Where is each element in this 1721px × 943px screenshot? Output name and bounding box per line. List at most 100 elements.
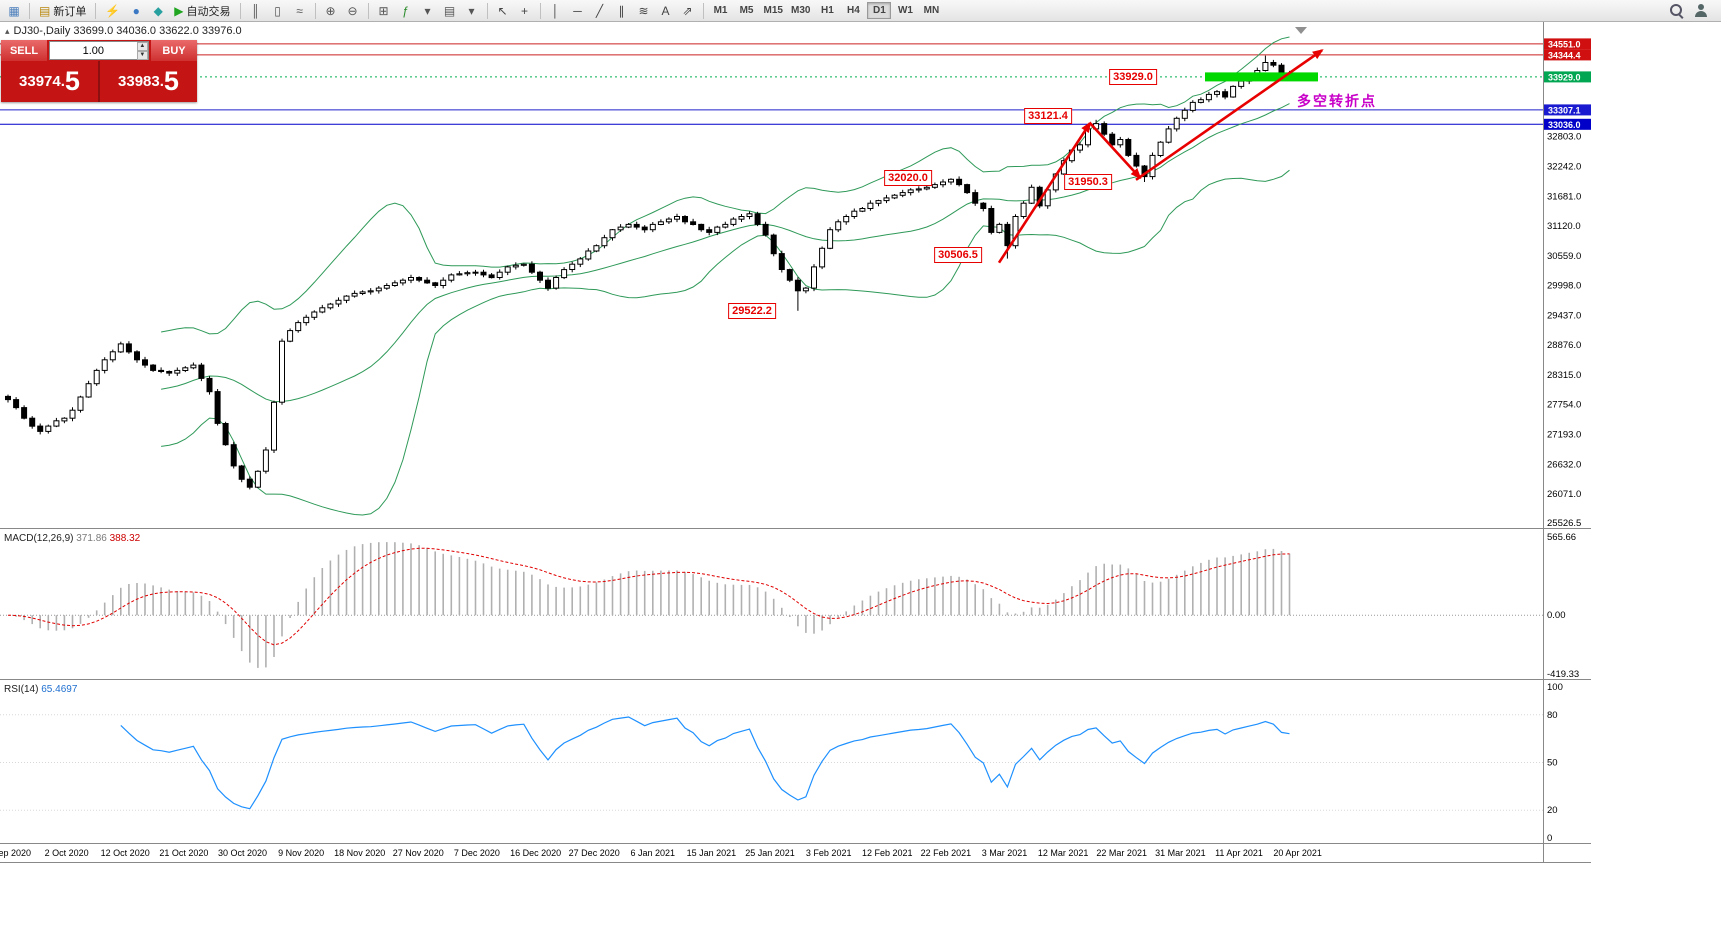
market-watch-icon-glyph: ● bbox=[132, 3, 140, 18]
svg-text:27193.0: 27193.0 bbox=[1547, 430, 1581, 441]
toolbar-separator bbox=[702, 2, 704, 19]
sell-price-panel[interactable]: 33974. 5 bbox=[1, 61, 100, 102]
volume-stepper: ▲ ▼ bbox=[136, 42, 148, 60]
svg-text:27 Dec 2020: 27 Dec 2020 bbox=[569, 848, 620, 858]
line-chart-type-icon[interactable]: ≈ bbox=[290, 2, 310, 20]
zoom-out-icon[interactable]: ⊖ bbox=[343, 2, 363, 20]
svg-text:3 Sep 2020: 3 Sep 2020 bbox=[0, 848, 31, 858]
macd-signal-value: 388.32 bbox=[109, 533, 141, 544]
trendline-icon-glyph: ╱ bbox=[595, 3, 604, 18]
timeframe-d1[interactable]: D1 bbox=[867, 2, 892, 19]
indicators-icon[interactable]: ƒ bbox=[396, 2, 416, 20]
toolbar-separator bbox=[367, 2, 369, 19]
svg-text:0.00: 0.00 bbox=[1547, 610, 1566, 621]
tile-windows-icon[interactable]: ⊞ bbox=[374, 2, 394, 20]
svg-text:15 Jan 2021: 15 Jan 2021 bbox=[687, 848, 737, 858]
toolbar-separator bbox=[239, 2, 241, 19]
svg-text:16 Dec 2020: 16 Dec 2020 bbox=[510, 848, 561, 858]
timeframe-m5[interactable]: M5 bbox=[739, 5, 754, 16]
indicators-dropdown-icon[interactable]: ▾ bbox=[418, 2, 438, 20]
candle-chart-type-icon[interactable]: ▯ bbox=[268, 2, 288, 20]
drawn-objects[interactable] bbox=[997, 49, 1324, 264]
svg-text:26632.0: 26632.0 bbox=[1547, 459, 1581, 470]
one-click-collapse-icon[interactable]: ▴ bbox=[5, 25, 10, 36]
indicators-dropdown-icon-glyph: ▾ bbox=[424, 3, 431, 18]
buy-button[interactable]: BUY bbox=[151, 40, 197, 61]
svg-text:32803.0: 32803.0 bbox=[1547, 132, 1581, 143]
cursor-icon[interactable]: ↖ bbox=[493, 2, 513, 20]
bar-chart-type-icon[interactable]: ║ bbox=[246, 2, 266, 20]
timeframe-m15[interactable]: M15 bbox=[763, 5, 783, 16]
bollinger-bands bbox=[161, 36, 1290, 516]
time-axis[interactable]: 3 Sep 2020 2 Oct 2020 12 Oct 2020 21 Oct 20… bbox=[0, 848, 1322, 858]
horizontal-level-lines[interactable] bbox=[0, 43, 1543, 125]
channel-icon[interactable]: ∥ bbox=[612, 2, 632, 20]
crosshair-icon-glyph: + bbox=[521, 3, 529, 18]
favorites-icon[interactable]: ⚡ bbox=[101, 2, 124, 20]
svg-text:34344.4: 34344.4 bbox=[1548, 50, 1581, 60]
svg-text:28876.0: 28876.0 bbox=[1547, 340, 1581, 351]
timeframe-mn[interactable]: MN bbox=[923, 5, 940, 16]
autotrade-button[interactable]: ▶ 自动交易 bbox=[170, 2, 234, 20]
volume-input[interactable] bbox=[50, 43, 137, 58]
volume-box: ▲ ▼ bbox=[49, 41, 149, 60]
templates-dropdown-icon[interactable]: ▾ bbox=[462, 2, 482, 20]
toolbar-separator bbox=[539, 2, 541, 19]
rsi-value: 65.4697 bbox=[41, 684, 78, 695]
svg-text:21 Oct 2020: 21 Oct 2020 bbox=[159, 848, 208, 858]
sell-button[interactable]: SELL bbox=[1, 40, 47, 61]
svg-text:29998.0: 29998.0 bbox=[1547, 281, 1581, 292]
rsi-panel: 100 80 50 20 0 bbox=[0, 682, 1563, 844]
macd-main-value: 371.86 bbox=[76, 533, 107, 544]
search-icon[interactable] bbox=[1670, 3, 1684, 18]
market-watch-icon[interactable]: ● bbox=[126, 2, 146, 20]
timeframe-m30[interactable]: M30 bbox=[790, 5, 811, 16]
timeframe-h4[interactable]: H4 bbox=[847, 5, 860, 16]
svg-text:3 Mar 2021: 3 Mar 2021 bbox=[982, 848, 1028, 858]
timeframe-h1[interactable]: H1 bbox=[821, 5, 834, 16]
crosshair-icon[interactable]: + bbox=[515, 2, 535, 20]
svg-text:2 Oct 2020: 2 Oct 2020 bbox=[45, 848, 89, 858]
arrows-tool-icon[interactable]: ⇗ bbox=[678, 2, 698, 20]
svg-text:18 Nov 2020: 18 Nov 2020 bbox=[334, 848, 385, 858]
timeframe-w1[interactable]: W1 bbox=[897, 5, 913, 16]
rsi-name: RSI(14) bbox=[4, 684, 39, 695]
templates-icon[interactable]: ▤ bbox=[440, 2, 460, 20]
rsi-indicator-label: RSI(14) 65.4697 bbox=[4, 684, 77, 695]
buy-price-text: 33983. bbox=[118, 73, 164, 90]
horizontal-line-icon[interactable]: ─ bbox=[568, 2, 588, 20]
zoom-in-icon[interactable]: ⊕ bbox=[321, 2, 341, 20]
macd-panel: 565.66 0.00 -419.33 bbox=[0, 532, 1579, 680]
svg-text:22 Mar 2021: 22 Mar 2021 bbox=[1096, 848, 1147, 858]
volume-up-icon[interactable]: ▲ bbox=[136, 42, 148, 51]
svg-text:0: 0 bbox=[1547, 833, 1552, 844]
svg-text:80: 80 bbox=[1547, 710, 1558, 721]
trendline-icon[interactable]: ╱ bbox=[590, 2, 610, 20]
arrows-tool-icon-glyph: ⇗ bbox=[682, 3, 693, 18]
text-label-icon[interactable]: A bbox=[656, 2, 676, 20]
account-icon[interactable] bbox=[1694, 3, 1708, 18]
chart-ohlc-header: ▴ DJ30-,Daily 33699.0 34036.0 33622.0 33… bbox=[5, 25, 242, 37]
timeframe-m1[interactable]: M1 bbox=[713, 5, 728, 16]
vertical-line-icon[interactable]: │ bbox=[546, 2, 566, 20]
tile-windows-icon-glyph: ⊞ bbox=[378, 3, 389, 18]
volume-down-icon[interactable]: ▼ bbox=[136, 51, 148, 60]
chart-window-icon[interactable]: ▦ bbox=[4, 2, 24, 20]
fibonacci-icon[interactable]: ≋ bbox=[634, 2, 654, 20]
toolbar-items: ▦ ▤ 新订单 ⚡ ● ◆ ▶ 自动交易 ║ ▯ ≈ ⊕ ⊖ ⊞ ƒ ▾ ▤ ▾ ↖ + │ ─ ╱ ∥ ≋ A ⇗ M1 M5 M15 M… bbox=[3, 2, 944, 20]
navigator-icon[interactable]: ◆ bbox=[148, 2, 168, 20]
bb-upper bbox=[161, 36, 1290, 335]
templates-icon-glyph: ▤ bbox=[443, 3, 456, 18]
macd-signal-line bbox=[7, 547, 1290, 646]
new-order-button[interactable]: ▤ 新订单 bbox=[35, 2, 90, 20]
buy-price-panel[interactable]: 33983. 5 bbox=[100, 61, 197, 102]
price-axis[interactable]: 32803.0 32242.0 31681.0 31120.0 30559.0 29998… bbox=[1544, 38, 1591, 529]
chart-shift-icon bbox=[1295, 27, 1307, 34]
svg-text:28315.0: 28315.0 bbox=[1547, 370, 1581, 381]
trend-arrow-2 bbox=[1089, 122, 1142, 180]
svg-text:25526.5: 25526.5 bbox=[1547, 518, 1581, 529]
navigator-icon-glyph: ◆ bbox=[153, 3, 163, 18]
indicators-icon-glyph: ƒ bbox=[402, 3, 409, 18]
svg-text:-419.33: -419.33 bbox=[1547, 669, 1579, 680]
